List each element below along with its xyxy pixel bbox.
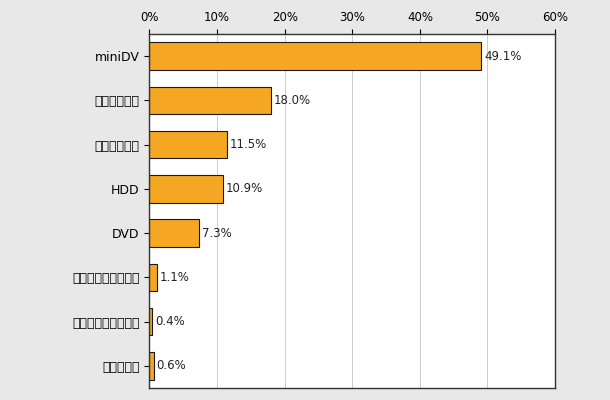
- Text: 49.1%: 49.1%: [484, 50, 522, 63]
- Bar: [149, 42, 481, 70]
- Text: 18.0%: 18.0%: [274, 94, 311, 107]
- Bar: [149, 308, 152, 335]
- Bar: [149, 220, 199, 247]
- Text: 0.6%: 0.6%: [156, 359, 186, 372]
- Text: 7.3%: 7.3%: [201, 227, 231, 240]
- Bar: [149, 87, 271, 114]
- Text: 10.9%: 10.9%: [226, 182, 263, 195]
- Text: 0.4%: 0.4%: [155, 315, 185, 328]
- Bar: [149, 352, 154, 380]
- Bar: [149, 131, 227, 158]
- Bar: [149, 175, 223, 202]
- Text: 1.1%: 1.1%: [160, 271, 190, 284]
- Text: 11.5%: 11.5%: [230, 138, 267, 151]
- Bar: [149, 264, 157, 291]
